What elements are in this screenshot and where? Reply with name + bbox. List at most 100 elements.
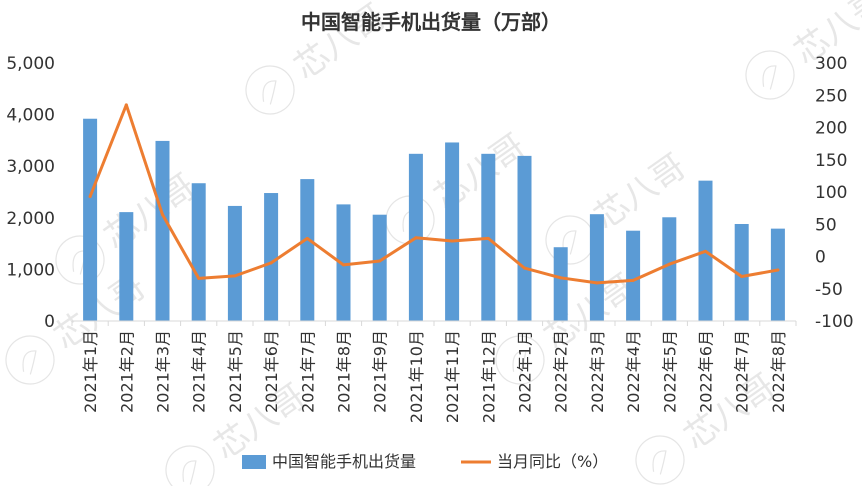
legend: 中国智能手机出货量 当月同比（%） (242, 452, 608, 471)
legend-line-label: 当月同比（%） (497, 452, 608, 471)
line-point (704, 249, 707, 253)
line-point (269, 261, 273, 265)
x-tick-label: 2021年1月 (81, 330, 100, 413)
line-point (197, 276, 201, 280)
bar (372, 214, 387, 321)
line-point (88, 195, 92, 199)
x-tick-label: 2021年5月 (226, 330, 245, 413)
x-tick-label: 2022年7月 (733, 330, 752, 413)
line-point (523, 266, 526, 270)
watermark-logo (745, 50, 795, 100)
x-tick-label: 2022年8月 (769, 330, 788, 413)
line-point (559, 276, 563, 280)
line-point (124, 103, 128, 107)
watermark-logo-stroke (562, 230, 577, 255)
bar (191, 183, 206, 321)
watermark-logo (495, 335, 545, 385)
watermark-logo (5, 335, 55, 385)
line-point (161, 213, 164, 217)
right-tick-label: 200 (815, 119, 847, 139)
x-tick-label: 2021年12月 (479, 330, 498, 423)
right-tick-label: 300 (815, 54, 847, 74)
watermark-text: 芯八哥 (47, 266, 153, 357)
left-tick-label: 4,000 (6, 106, 55, 126)
line-point (378, 259, 382, 263)
x-tick-label: 2021年11月 (443, 330, 462, 423)
bar (662, 217, 677, 321)
line-point (233, 274, 237, 278)
bar (336, 204, 351, 321)
x-tick-label: 2021年9月 (371, 330, 390, 413)
x-tick-label: 2022年3月 (588, 330, 607, 413)
left-tick-label: 5,000 (6, 54, 55, 74)
left-tick-label: 1,000 (6, 260, 55, 280)
watermark-logo (245, 65, 295, 115)
x-tick-label: 2022年5月 (660, 330, 679, 413)
watermark-logo-stroke (652, 450, 667, 475)
watermark-logo-stroke (512, 350, 527, 375)
right-tick-label: 50 (815, 215, 837, 235)
left-tick-label: 2,000 (6, 209, 55, 229)
x-tick-label: 2021年6月 (262, 330, 281, 413)
line-point (342, 263, 345, 267)
legend-bar-swatch (242, 455, 266, 469)
bar (155, 140, 170, 321)
watermark-logo (165, 445, 215, 486)
right-y-axis: -100 -50 0 50 100 150 200 250 300 (815, 54, 854, 332)
x-tick-label: 2021年8月 (335, 330, 354, 413)
bar (445, 142, 460, 321)
left-tick-label: 0 (44, 312, 55, 332)
x-tick-label: 2022年2月 (552, 330, 571, 413)
watermark-logo (55, 235, 105, 285)
bar (264, 193, 279, 321)
bar (83, 118, 98, 321)
right-tick-label: -50 (815, 280, 843, 300)
bar (734, 223, 749, 321)
right-tick-label: 150 (815, 151, 847, 171)
bar (626, 230, 641, 321)
bar (589, 214, 604, 321)
x-tick-label: 2022年1月 (516, 330, 535, 413)
x-tick-label: 2022年4月 (624, 330, 643, 413)
yoy-line (88, 103, 780, 285)
line-point (740, 274, 744, 278)
line-point (776, 268, 780, 272)
right-tick-label: 250 (815, 86, 847, 106)
line-point (631, 278, 635, 282)
bar (770, 228, 785, 321)
watermark-text: 芯八哥 (677, 366, 783, 457)
line-point (305, 236, 309, 240)
watermark-logo (635, 435, 685, 485)
x-tick-label: 2021年10月 (407, 330, 426, 423)
line-point (450, 239, 454, 243)
x-axis-ticks: 2021年1月 2021年2月 2021年3月 2021年4月 2021年5月 2021年… (71, 321, 797, 423)
line-point (595, 281, 599, 285)
line-point (486, 236, 490, 240)
left-y-axis: 0 1,000 2,000 3,000 4,000 5,000 (6, 54, 55, 332)
bar (517, 155, 532, 321)
right-tick-label: 100 (815, 183, 847, 203)
right-tick-label: 0 (815, 248, 826, 268)
watermark-text: 芯八哥 (427, 126, 533, 217)
line-series (88, 103, 780, 285)
legend-bar-label: 中国智能手机出货量 (272, 452, 416, 471)
bar (300, 179, 315, 321)
bar (553, 247, 568, 321)
x-tick-label: 2021年3月 (154, 330, 173, 413)
x-tick-label: 2021年7月 (298, 330, 317, 413)
right-tick-label: -100 (815, 312, 854, 332)
chart-title: 中国智能手机出货量（万部） (301, 10, 561, 34)
x-tick-label: 2021年4月 (190, 330, 209, 413)
line-point (667, 262, 671, 266)
bar (227, 205, 242, 321)
watermark-logo-stroke (262, 80, 277, 105)
watermark-logo-stroke (22, 350, 37, 375)
bar (119, 212, 134, 321)
watermark-logo (545, 215, 595, 265)
line-point (414, 236, 418, 240)
x-tick-label: 2021年2月 (117, 330, 136, 413)
x-tick-label: 2022年6月 (697, 330, 716, 413)
watermark-logo-stroke (182, 460, 197, 485)
bar-series (83, 118, 785, 321)
